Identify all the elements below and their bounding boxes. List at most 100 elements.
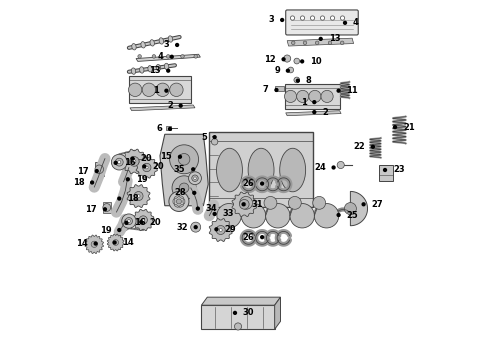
- Circle shape: [291, 16, 294, 20]
- Circle shape: [172, 176, 196, 200]
- Circle shape: [127, 220, 130, 222]
- Text: 13: 13: [148, 66, 160, 75]
- Circle shape: [233, 311, 237, 315]
- Circle shape: [191, 167, 196, 171]
- Circle shape: [166, 68, 171, 73]
- Circle shape: [178, 104, 183, 108]
- Circle shape: [170, 55, 174, 59]
- Circle shape: [211, 139, 218, 145]
- Ellipse shape: [183, 199, 185, 204]
- Circle shape: [383, 168, 387, 172]
- Circle shape: [341, 41, 344, 45]
- Circle shape: [337, 89, 341, 93]
- Ellipse shape: [168, 36, 172, 42]
- Ellipse shape: [165, 63, 169, 69]
- Circle shape: [371, 145, 375, 149]
- Text: 15: 15: [160, 152, 172, 161]
- Ellipse shape: [280, 148, 306, 192]
- Polygon shape: [122, 149, 147, 174]
- Text: 26: 26: [243, 233, 254, 242]
- Circle shape: [125, 217, 132, 225]
- Circle shape: [320, 16, 325, 20]
- Circle shape: [122, 214, 136, 228]
- Circle shape: [300, 59, 304, 64]
- Circle shape: [95, 165, 103, 174]
- Circle shape: [126, 177, 130, 181]
- Bar: [275, 86, 284, 91]
- Ellipse shape: [131, 68, 136, 74]
- Circle shape: [310, 16, 315, 20]
- Polygon shape: [133, 210, 154, 231]
- Circle shape: [164, 89, 169, 93]
- Text: 30: 30: [243, 309, 254, 318]
- Ellipse shape: [179, 195, 184, 199]
- Text: 27: 27: [371, 200, 383, 209]
- Circle shape: [142, 164, 147, 168]
- Circle shape: [130, 157, 135, 161]
- Polygon shape: [130, 105, 195, 111]
- Polygon shape: [85, 235, 103, 253]
- Circle shape: [103, 207, 107, 211]
- Circle shape: [213, 135, 217, 139]
- Text: 4: 4: [158, 52, 164, 61]
- Text: 6: 6: [156, 125, 162, 134]
- Circle shape: [178, 155, 182, 159]
- Text: 25: 25: [346, 211, 358, 220]
- Ellipse shape: [173, 199, 175, 204]
- Polygon shape: [286, 111, 341, 116]
- Polygon shape: [160, 134, 208, 206]
- Circle shape: [260, 235, 264, 239]
- Text: 21: 21: [403, 123, 415, 132]
- Circle shape: [216, 225, 225, 234]
- Circle shape: [312, 100, 317, 104]
- Circle shape: [176, 199, 181, 204]
- Circle shape: [146, 166, 148, 169]
- Circle shape: [315, 203, 339, 228]
- Circle shape: [343, 21, 347, 25]
- Circle shape: [179, 183, 189, 193]
- Text: 19: 19: [100, 225, 111, 234]
- FancyBboxPatch shape: [286, 10, 358, 35]
- Bar: [95, 162, 104, 176]
- Polygon shape: [209, 219, 232, 242]
- Circle shape: [234, 323, 242, 330]
- Ellipse shape: [156, 64, 161, 71]
- Circle shape: [191, 222, 201, 232]
- Ellipse shape: [159, 38, 164, 44]
- Circle shape: [309, 90, 321, 103]
- Text: 33: 33: [222, 210, 234, 219]
- Circle shape: [94, 242, 98, 246]
- Circle shape: [285, 90, 296, 103]
- Circle shape: [337, 213, 341, 217]
- Bar: [379, 165, 392, 181]
- Circle shape: [196, 206, 200, 211]
- Bar: [285, 84, 341, 109]
- Circle shape: [290, 203, 315, 228]
- Circle shape: [294, 58, 300, 64]
- Bar: [209, 132, 313, 207]
- Circle shape: [169, 192, 189, 211]
- Circle shape: [142, 83, 156, 96]
- Circle shape: [133, 160, 136, 163]
- Circle shape: [294, 77, 300, 83]
- Text: 20: 20: [152, 162, 164, 171]
- Bar: [195, 203, 202, 211]
- Text: 9: 9: [274, 66, 280, 75]
- Circle shape: [170, 83, 183, 96]
- Circle shape: [296, 78, 300, 83]
- Circle shape: [280, 18, 284, 22]
- Text: 18: 18: [73, 178, 84, 187]
- Circle shape: [138, 55, 142, 58]
- Text: 19: 19: [136, 175, 147, 184]
- Circle shape: [90, 180, 94, 185]
- Polygon shape: [275, 297, 280, 329]
- Text: 7: 7: [263, 85, 269, 94]
- Ellipse shape: [148, 66, 152, 72]
- Circle shape: [312, 110, 317, 114]
- Text: 23: 23: [393, 166, 405, 175]
- Circle shape: [192, 191, 196, 195]
- Polygon shape: [350, 192, 368, 226]
- Ellipse shape: [141, 42, 146, 48]
- Circle shape: [129, 157, 139, 166]
- Circle shape: [341, 16, 344, 20]
